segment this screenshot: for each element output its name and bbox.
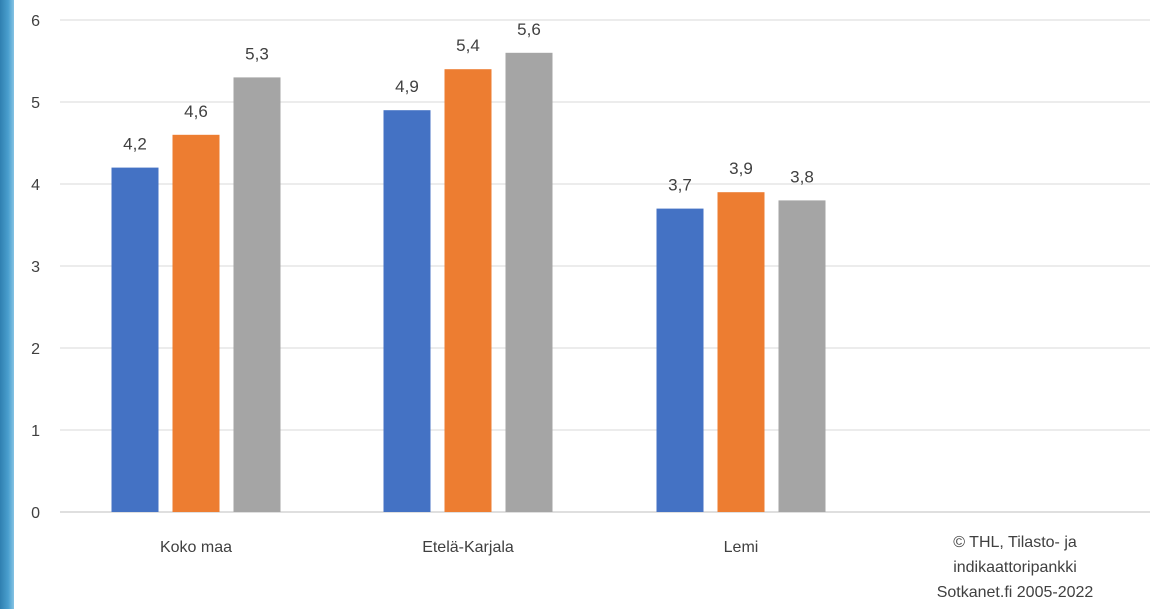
data-label-series1-2: 3,7 bbox=[668, 176, 692, 195]
y-tick-label-1: 1 bbox=[31, 423, 40, 440]
data-label-series3-1: 5,6 bbox=[517, 20, 541, 39]
category-label-2: Lemi bbox=[724, 539, 759, 556]
bar-series2-1 bbox=[444, 69, 492, 512]
bar-series1-0 bbox=[111, 167, 159, 512]
data-label-series2-0: 4,6 bbox=[184, 102, 208, 121]
category-label-1: Etelä-Karjala bbox=[422, 539, 514, 556]
left-decorative-strip bbox=[0, 0, 14, 609]
source-line-1: © THL, Tilasto- ja bbox=[953, 534, 1077, 551]
y-tick-label-3: 3 bbox=[31, 259, 40, 276]
source-note: © THL, Tilasto- ja indikaattoripankki So… bbox=[890, 530, 1140, 605]
data-label-series1-0: 4,2 bbox=[123, 135, 147, 154]
bar-series1-2 bbox=[656, 208, 704, 512]
data-label-series2-2: 3,9 bbox=[729, 159, 753, 178]
source-line-2: indikaattoripankki bbox=[953, 559, 1077, 576]
source-line-3: Sotkanet.fi 2005-2022 bbox=[936, 584, 1094, 601]
data-label-series3-0: 5,3 bbox=[245, 44, 269, 63]
bar-series2-2 bbox=[717, 192, 765, 512]
y-tick-label-6: 6 bbox=[31, 13, 40, 30]
data-label-series3-2: 3,8 bbox=[790, 167, 814, 186]
y-tick-label-4: 4 bbox=[31, 177, 40, 194]
y-tick-label-0: 0 bbox=[31, 505, 40, 522]
y-tick-label-5: 5 bbox=[31, 95, 40, 112]
y-tick-label-2: 2 bbox=[31, 341, 40, 358]
data-label-series1-1: 4,9 bbox=[395, 77, 419, 96]
data-label-series2-1: 5,4 bbox=[456, 36, 480, 55]
bar-series3-2 bbox=[778, 200, 826, 512]
category-label-0: Koko maa bbox=[160, 539, 232, 556]
bar-series3-1 bbox=[505, 52, 553, 513]
bar-series3-0 bbox=[233, 77, 281, 513]
bar-series1-1 bbox=[383, 110, 431, 512]
bar-series2-0 bbox=[172, 134, 220, 513]
